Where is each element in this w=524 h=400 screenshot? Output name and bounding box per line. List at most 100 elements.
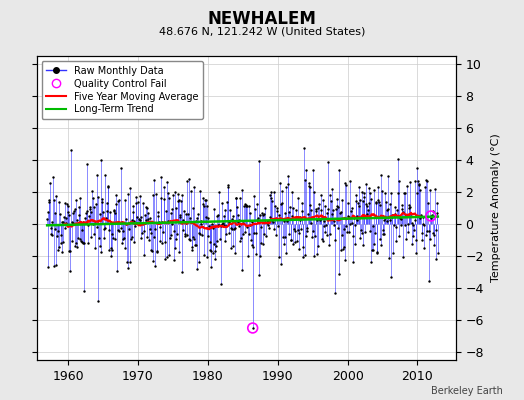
Point <box>266 214 275 220</box>
Point <box>262 232 270 239</box>
Point <box>374 184 383 190</box>
Point <box>422 177 430 184</box>
Point <box>223 199 231 205</box>
Point <box>56 211 64 218</box>
Point <box>205 223 213 230</box>
Point <box>113 268 121 274</box>
Point <box>116 164 125 171</box>
Point <box>95 243 104 250</box>
Point <box>345 229 354 235</box>
Point <box>181 233 189 239</box>
Point <box>434 250 442 257</box>
Point <box>195 230 203 236</box>
Point <box>429 230 437 236</box>
Point <box>129 208 137 215</box>
Point <box>312 251 321 257</box>
Point <box>140 228 149 234</box>
Point <box>43 216 51 223</box>
Point <box>181 219 190 226</box>
Point <box>204 233 212 239</box>
Point <box>58 249 67 256</box>
Point <box>246 221 254 228</box>
Point <box>375 202 384 208</box>
Point <box>190 236 199 242</box>
Point <box>341 180 350 186</box>
Point <box>350 215 358 222</box>
Point <box>420 222 428 228</box>
Point <box>134 221 143 227</box>
Point <box>134 199 142 206</box>
Point <box>208 221 216 227</box>
Point <box>171 245 179 252</box>
Point <box>296 217 304 224</box>
Point <box>332 196 341 203</box>
Point <box>377 242 386 248</box>
Point <box>324 158 333 165</box>
Point <box>178 269 187 276</box>
Point <box>242 202 250 209</box>
Point <box>298 200 306 206</box>
Point <box>385 254 393 261</box>
Point <box>127 236 135 242</box>
Point <box>421 232 430 238</box>
Point <box>50 263 58 269</box>
Point <box>296 214 304 221</box>
Point <box>220 212 228 219</box>
Point <box>386 217 394 223</box>
Point <box>59 218 67 225</box>
Point <box>366 190 374 196</box>
Point <box>280 234 289 240</box>
Point <box>97 248 105 255</box>
Point <box>157 194 166 201</box>
Point <box>394 156 402 162</box>
Point <box>319 238 327 244</box>
Point <box>66 248 74 254</box>
Point <box>193 215 202 221</box>
Point <box>246 210 255 216</box>
Point <box>139 251 148 258</box>
Point <box>303 228 311 234</box>
Point <box>85 213 93 219</box>
Point <box>410 227 418 233</box>
Point <box>123 259 131 265</box>
Point <box>156 223 165 230</box>
Point <box>356 235 364 242</box>
Point <box>243 224 251 230</box>
Point <box>337 209 345 216</box>
Point <box>282 184 290 190</box>
Point <box>387 189 395 196</box>
Point <box>335 271 344 277</box>
Point <box>354 203 363 210</box>
Point <box>164 190 172 196</box>
Text: NEWHALEM: NEWHALEM <box>208 10 316 28</box>
Point <box>70 206 79 212</box>
Point <box>60 200 69 206</box>
Point <box>137 235 146 241</box>
Point <box>255 158 263 164</box>
Point <box>383 218 391 224</box>
Point <box>163 218 172 224</box>
Point <box>325 242 333 248</box>
Point <box>380 215 389 221</box>
Point <box>326 216 335 222</box>
Point <box>203 254 212 260</box>
Point <box>414 178 422 184</box>
Point <box>380 231 388 237</box>
Point <box>314 205 322 211</box>
Point <box>69 209 77 216</box>
Point <box>311 233 319 239</box>
Point <box>375 199 383 206</box>
Point <box>152 191 160 198</box>
Point <box>57 232 65 238</box>
Point <box>422 228 431 234</box>
Point <box>86 209 95 216</box>
Point <box>333 203 341 210</box>
Point <box>90 231 98 238</box>
Point <box>305 182 313 189</box>
Point <box>211 248 220 254</box>
Point <box>238 231 247 237</box>
Point <box>49 174 57 180</box>
Point <box>314 243 323 250</box>
Point <box>307 220 315 226</box>
Point <box>333 203 342 210</box>
